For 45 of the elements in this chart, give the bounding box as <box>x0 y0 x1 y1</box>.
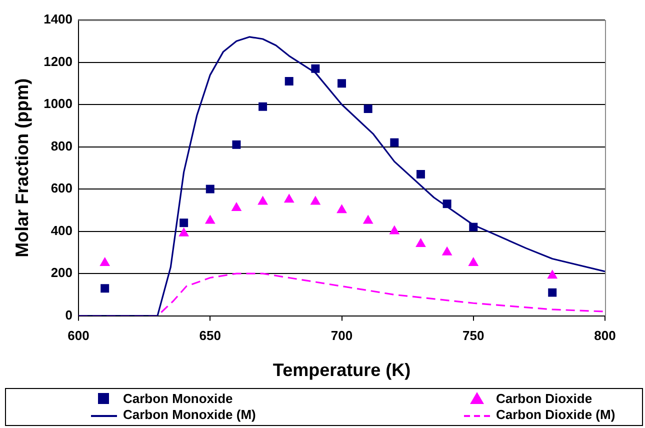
y-tick-label: 1400 <box>44 12 73 27</box>
y-tick-label: 800 <box>50 138 73 154</box>
point <box>284 194 294 203</box>
point <box>178 227 190 236</box>
point <box>364 104 372 113</box>
x-tick-label: 600 <box>68 328 90 344</box>
legend-label: Carbon Monoxide (M) <box>123 407 256 423</box>
point <box>442 200 452 208</box>
point <box>311 64 320 73</box>
y-tick-label: 600 <box>50 180 73 196</box>
point <box>100 256 110 266</box>
point <box>258 102 268 111</box>
point <box>442 246 452 256</box>
point <box>362 214 374 224</box>
y-axis-title: Molar Fraction (ppm) <box>12 78 32 258</box>
x-axis-title: Temperature (K) <box>272 360 411 380</box>
point <box>206 184 214 194</box>
y-tick-label: 1200 <box>44 54 73 69</box>
point <box>389 225 400 234</box>
point <box>468 256 479 266</box>
point <box>232 140 241 149</box>
point <box>416 170 425 178</box>
point <box>336 204 347 214</box>
point <box>469 222 478 232</box>
x-tick-label: 650 <box>199 328 221 344</box>
point <box>231 202 242 212</box>
x-tick-label: 700 <box>330 328 353 344</box>
x-tick-label: 800 <box>594 328 616 344</box>
x-tick-label: 750 <box>462 328 484 344</box>
legend-label: Carbon Dioxide <box>496 391 592 407</box>
point <box>258 196 268 205</box>
y-tick-label: 400 <box>50 222 73 238</box>
y-tick-label: 0 <box>65 307 73 322</box>
point <box>310 196 321 205</box>
point <box>338 79 346 88</box>
point <box>390 138 399 147</box>
legend-label: Carbon Monoxide <box>123 391 233 407</box>
y-tick-label: 200 <box>50 265 73 280</box>
point <box>180 218 188 228</box>
point <box>416 238 426 247</box>
y-tick-label: 1000 <box>44 96 73 112</box>
legend-label: Carbon Dioxide (M) <box>496 407 616 423</box>
point <box>204 214 216 224</box>
point <box>547 270 558 279</box>
point <box>284 77 294 86</box>
